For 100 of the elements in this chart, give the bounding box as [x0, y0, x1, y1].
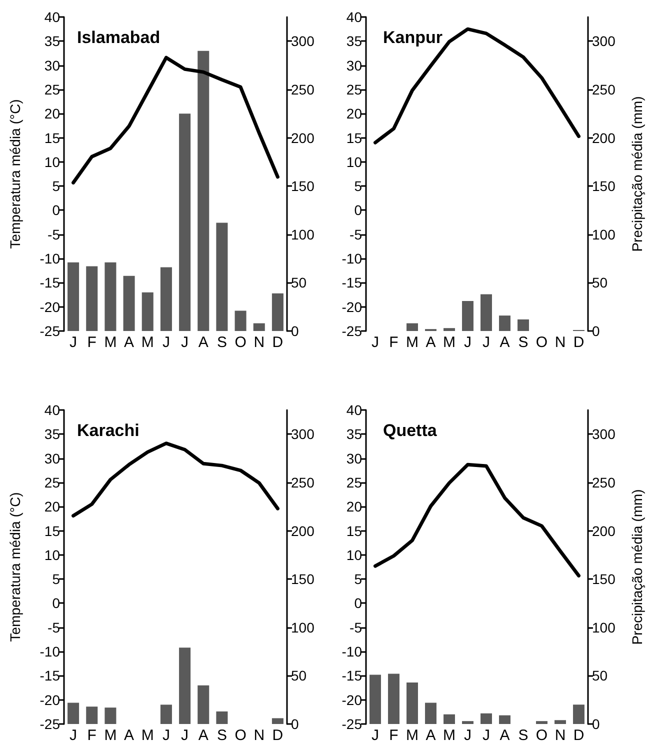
y-tick-label: -10: [342, 644, 362, 660]
y-tick-label: 5: [354, 178, 362, 194]
x-tick-label: F: [87, 334, 96, 351]
x-tick-label: O: [234, 334, 246, 351]
x-tick-label: O: [234, 727, 246, 743]
bar: [480, 294, 492, 331]
x-tick-label: D: [573, 334, 584, 351]
x-tick-label: J: [464, 727, 472, 743]
bar: [160, 267, 172, 331]
x-tick-label: J: [70, 727, 78, 743]
x-tick-label: A: [198, 334, 208, 351]
bar: [68, 702, 80, 724]
y-tick-label: -25: [342, 716, 362, 732]
x-tick-label: M: [406, 334, 418, 351]
y-tick-label: -20: [40, 298, 60, 315]
y2-tick-label: 100: [592, 619, 616, 636]
bar: [462, 721, 474, 724]
y-tick-label: 5: [52, 178, 60, 194]
y-tick-label: -15: [342, 274, 362, 291]
x-tick-label: N: [554, 727, 566, 743]
y-tick-label: 20: [346, 498, 362, 515]
y-tick-label: 0: [354, 202, 362, 218]
x-tick-label: M: [406, 727, 418, 743]
y2-tick-label: 250: [592, 474, 616, 490]
x-tick-label: N: [254, 727, 265, 743]
y2-tick-label: 100: [592, 226, 616, 242]
y-tick-label: 0: [354, 595, 362, 612]
y-tick-label: -10: [40, 644, 60, 660]
y-tick-label: -15: [40, 274, 60, 291]
y-tick-label: 10: [44, 546, 60, 563]
y2-tick-label: 150: [291, 571, 315, 588]
line-series: [374, 27, 580, 144]
y-tick-label: 30: [44, 57, 60, 74]
y-tick-label: 40: [346, 402, 362, 418]
y-tick-label: 15: [44, 130, 60, 146]
x-tick-label: J: [482, 727, 490, 743]
x-tick-label: A: [500, 727, 510, 743]
y2-tick-label: 200: [592, 522, 616, 539]
y-tick-label: 25: [44, 474, 60, 490]
bar: [406, 682, 418, 724]
y-tick-label: -25: [342, 323, 362, 339]
bar: [68, 262, 80, 331]
y-tick-label: -20: [342, 692, 362, 708]
x-tick-label: A: [426, 727, 436, 743]
line-series: [72, 442, 280, 518]
x-tick-label: M: [104, 334, 117, 351]
y-tick-label: 15: [346, 522, 362, 539]
y2-tick-label: 0: [291, 323, 299, 339]
x-tick-label: J: [162, 727, 170, 743]
y-tick-label: 20: [44, 106, 60, 122]
x-tick-label: S: [518, 727, 528, 743]
bar: [86, 706, 98, 724]
text: Karachi: [77, 421, 140, 440]
x-tick-label: A: [124, 334, 134, 351]
x-tick-label: A: [500, 334, 510, 351]
bar: [198, 685, 210, 724]
x-tick-label: M: [104, 727, 117, 743]
y2-tick-label: 50: [291, 668, 307, 684]
bar: [518, 319, 529, 331]
bar: [216, 222, 228, 331]
y2-tick-label: 300: [291, 426, 315, 442]
y-tick-label: 0: [52, 202, 60, 218]
bar: [179, 648, 191, 724]
y2-tick-label: 50: [592, 668, 608, 684]
x-tick-label: D: [272, 727, 284, 743]
bar: [554, 720, 566, 724]
y2-tick-label: 100: [291, 226, 315, 242]
y-tick-label: 10: [346, 546, 362, 563]
bar: [370, 674, 381, 724]
x-tick-label: D: [573, 727, 584, 743]
y-tick-label: -5: [350, 619, 362, 636]
x-tick-label: J: [372, 727, 379, 743]
y-tick-label: 5: [52, 571, 60, 588]
y-tick-label: -5: [350, 226, 362, 242]
y2-tick-label: 200: [291, 522, 315, 539]
x-tick-label: N: [554, 334, 566, 351]
y-tick-label: 40: [346, 9, 362, 25]
y-tick-label: -10: [40, 250, 60, 267]
y-tick-label: 30: [346, 57, 362, 74]
bar: [499, 715, 510, 724]
bar: [234, 310, 246, 331]
y-tick-label: 35: [44, 33, 60, 50]
y-tick-label: 30: [346, 450, 362, 466]
y2-tick-label: 300: [592, 33, 616, 50]
bar: [573, 704, 584, 724]
bar: [198, 50, 210, 331]
x-tick-label: F: [389, 334, 398, 351]
text: Kanpur: [383, 28, 443, 47]
y-tick-label: 15: [44, 522, 60, 539]
bar: [86, 266, 98, 331]
y-tick-label: 0: [52, 595, 60, 612]
y-tick-label: -15: [342, 668, 362, 684]
x-tick-label: O: [536, 334, 548, 351]
x-tick-label: J: [70, 334, 78, 351]
x-tick-label: F: [87, 727, 96, 743]
bar: [272, 293, 284, 331]
y-tick-label: 35: [44, 426, 60, 442]
y-tick-label: -20: [40, 692, 60, 708]
x-tick-label: S: [216, 727, 227, 743]
bar: [160, 704, 172, 724]
